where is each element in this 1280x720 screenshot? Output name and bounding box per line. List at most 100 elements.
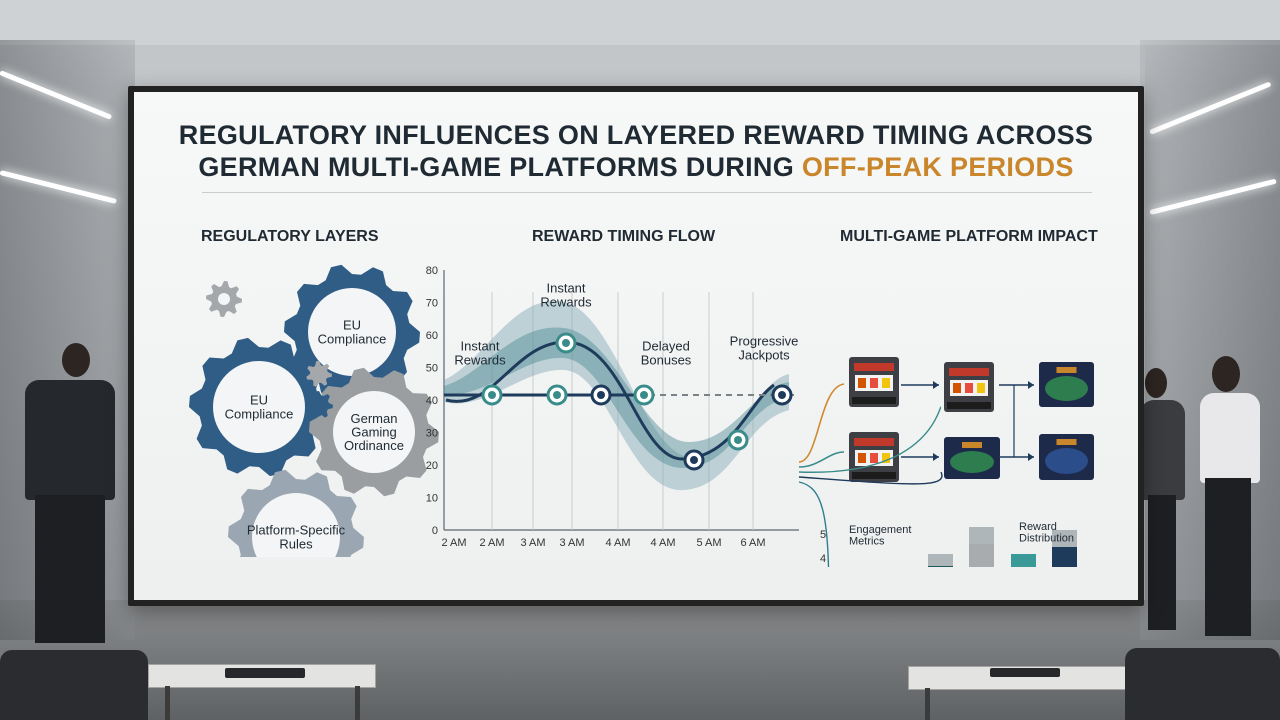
- slot-machine-2-topper: [854, 438, 894, 446]
- arrow-head-icon: [1028, 381, 1034, 389]
- small-gear-hole: [218, 293, 230, 305]
- flow-x-tick: 4 AM: [650, 537, 675, 549]
- bar-cap: [969, 527, 994, 544]
- arrow-head-icon: [1028, 453, 1034, 461]
- small-gear-icon: [306, 361, 332, 387]
- section-platform-impact: MULTI-GAME PLATFORM IMPACT: [840, 228, 1098, 245]
- flow-x-tick: 3 AM: [520, 537, 545, 549]
- bar: [928, 566, 953, 567]
- flow-node-core: [734, 436, 742, 444]
- flow-band-inner: [444, 327, 789, 469]
- label-instant-rewards-left: Instant Rewards: [454, 339, 506, 368]
- arrow-head-icon: [933, 381, 939, 389]
- card-table-2-sign: [1056, 439, 1077, 445]
- bar: [1011, 554, 1036, 567]
- gear-german-gaming-ordinance-face: [333, 391, 415, 473]
- label-instant-rewards-top: Instant Rewards: [540, 281, 592, 310]
- flow-node-core: [597, 391, 605, 399]
- ceiling: [0, 0, 1280, 45]
- gear-german-gaming-ordinance-label: German Gaming Ordinance: [344, 411, 404, 453]
- table-leg: [165, 686, 170, 720]
- flow-y-tick: 30: [426, 428, 438, 440]
- arrow-head-icon: [933, 453, 939, 461]
- bar: [969, 544, 994, 567]
- slot-machine-1-base: [852, 397, 896, 404]
- title-highlight: OFF-PEAK PERIODS: [801, 152, 1074, 182]
- flow-node-core: [488, 391, 496, 399]
- slot-machine-3-reel: [965, 383, 973, 393]
- bar-cap: [1052, 530, 1077, 547]
- presentation-screen: REGULATORY INFLUENCES ON LAYERED REWARD …: [134, 92, 1138, 600]
- slot-machine-1-reel: [870, 378, 878, 388]
- gear-eu-compliance-top-label: EU Compliance: [318, 318, 387, 347]
- roulette-table-1-sign: [962, 442, 982, 448]
- flow-x-tick: 3 AM: [559, 537, 584, 549]
- slot-machine-3-topper: [949, 368, 989, 376]
- card-table-1-felt: [1045, 376, 1088, 401]
- flow-x-tick: 5 AM: [696, 537, 721, 549]
- slot-machine-3-reel: [953, 383, 961, 393]
- title-line-1: REGULATORY INFLUENCES ON LAYERED REWARD …: [178, 120, 1094, 150]
- flow-y-tick: 50: [426, 363, 438, 375]
- small-gear-icon: [305, 391, 333, 419]
- slot-machine-2-reel: [882, 453, 890, 463]
- roulette-table-1-felt: [950, 451, 994, 473]
- flow-node-core: [778, 391, 786, 399]
- title-divider: [202, 192, 1092, 193]
- card-table-2-felt: [1045, 448, 1088, 474]
- table-leg: [925, 688, 930, 720]
- flow-y-tick: 60: [426, 330, 438, 342]
- connector-orange: [798, 383, 845, 463]
- connector-teal: [798, 406, 942, 473]
- label-delayed-bonuses: Delayed Bonuses: [641, 339, 692, 368]
- slot-machine-1-reel: [858, 378, 866, 388]
- flow-node-core: [690, 456, 698, 464]
- connector-navy: [798, 471, 943, 485]
- title-line-2: GERMAN MULTI-GAME PLATFORMS DURING OFF-P…: [134, 152, 1138, 183]
- label-reward-distribution: Reward Distribution: [1019, 521, 1074, 545]
- slot-machine-2-reel: [870, 453, 878, 463]
- bar-y-tick: 5: [820, 529, 826, 541]
- flow-x-tick: 2 AM: [479, 537, 504, 549]
- slot-machine-1-topper: [854, 363, 894, 371]
- chair-right: [1125, 648, 1280, 720]
- bar: [1052, 547, 1077, 567]
- flow-y-tick: 0: [432, 525, 438, 537]
- gear-eu-compliance-top-face: [308, 288, 396, 376]
- flow-y-tick: 10: [426, 493, 438, 505]
- flow-x-tick: 6 AM: [740, 537, 765, 549]
- flow-y-tick: 40: [426, 395, 438, 407]
- slot-machine-1-reel: [882, 378, 890, 388]
- bar-cap: [928, 554, 953, 566]
- card-table-1-sign: [1056, 367, 1077, 373]
- slot-machine-3-base: [947, 402, 991, 409]
- chair-left: [0, 650, 148, 720]
- title-line-2-prefix: GERMAN MULTI-GAME PLATFORMS DURING: [198, 152, 802, 182]
- flow-y-tick: 20: [426, 460, 438, 472]
- tablet: [225, 668, 305, 678]
- flow-node-core: [562, 339, 570, 347]
- slot-machine-2-base: [852, 472, 896, 479]
- label-progressive-jackpots: Progressive Jackpots: [730, 334, 799, 363]
- reward-timing-chart: 0 10 20 30 40 50 60 70 80 2 AM 2 AM 3 AM 3 AM 4 AM 4 A…: [426, 265, 799, 549]
- gear-eu-compliance-left-label: EU Compliance: [225, 393, 294, 422]
- regulatory-gears: EU Compliance EU Compliance German Gaming Ordi…: [189, 264, 439, 557]
- gear-platform-specific-rules-face: [252, 493, 340, 557]
- connector-teal: [798, 481, 830, 567]
- connector-teal: [798, 451, 845, 468]
- bar-y-tick: 4: [820, 553, 826, 565]
- label-engagement-metrics: Engagement Metrics: [849, 524, 911, 548]
- section-reward-timing-flow: REWARD TIMING FLOW: [532, 228, 716, 245]
- flow-x-tick: 2 AM: [441, 537, 466, 549]
- platform-impact-diagram: 02452 AM2 AM3 AM4 AM5 AM6 AMEngagementMe…: [798, 357, 1094, 567]
- flow-x-tick: 4 AM: [605, 537, 630, 549]
- floor: [0, 600, 1280, 720]
- slot-machine-2-reel: [858, 453, 866, 463]
- flow-node-core: [640, 391, 648, 399]
- flow-node-core: [553, 391, 561, 399]
- section-regulatory-layers: REGULATORY LAYERS: [201, 228, 379, 245]
- table-leg: [355, 686, 360, 720]
- slot-machine-3-reel: [977, 383, 985, 393]
- gear-platform-specific-rules-label: Platform-Specific Rules: [247, 523, 346, 552]
- gear-eu-compliance-left-face: [213, 361, 305, 453]
